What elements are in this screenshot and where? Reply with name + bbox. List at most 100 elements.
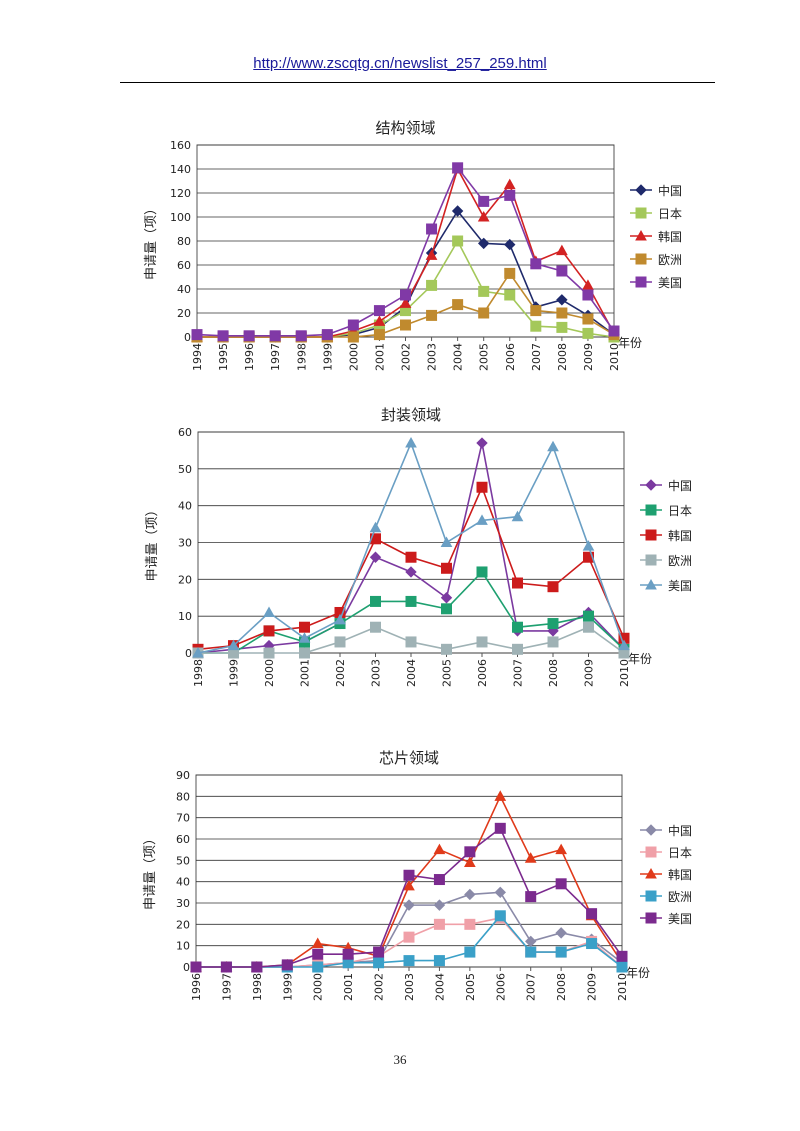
- header-url-link[interactable]: http://www.zscqtg.cn/newslist_257_259.ht…: [0, 55, 800, 72]
- data-point: [477, 567, 487, 577]
- chart-chip-svg: 芯片领域0102030405060708090申请量（项）19961997199…: [0, 745, 800, 1035]
- data-point: [465, 947, 475, 957]
- data-point: [495, 887, 505, 897]
- x-tick-label: 2005: [464, 973, 477, 1001]
- x-tick-label: 2004: [433, 973, 446, 1001]
- legend-label: 韩国: [658, 229, 682, 244]
- data-point: [191, 962, 201, 972]
- data-point: [404, 900, 414, 910]
- y-tick-label: 50: [176, 854, 190, 867]
- data-point: [548, 582, 558, 592]
- data-point: [244, 331, 254, 341]
- data-point: [465, 847, 475, 857]
- x-tick-label: 2007: [530, 343, 543, 371]
- data-point: [526, 947, 536, 957]
- data-point: [557, 266, 567, 276]
- y-tick-label: 10: [176, 940, 190, 953]
- data-point: [404, 870, 414, 880]
- data-point: [406, 596, 416, 606]
- data-point: [557, 295, 567, 305]
- legend-label: 日本: [668, 504, 692, 518]
- y-tick-label: 60: [176, 833, 190, 846]
- y-tick-label: 20: [176, 918, 190, 931]
- data-point: [434, 875, 444, 885]
- legend-label: 中国: [668, 478, 692, 493]
- legend-marker: [646, 505, 656, 515]
- data-point: [477, 438, 487, 448]
- data-point: [548, 637, 558, 647]
- x-tick-label: 1997: [220, 973, 233, 1001]
- data-point: [495, 911, 505, 921]
- data-point: [406, 438, 416, 447]
- data-point: [609, 326, 619, 336]
- data-point: [322, 330, 332, 340]
- data-point: [406, 637, 416, 647]
- series-0: [193, 438, 629, 658]
- chart-title: 结构领域: [375, 119, 435, 137]
- data-point: [264, 648, 274, 658]
- y-tick-label: 60: [178, 426, 192, 439]
- data-point: [513, 644, 523, 654]
- data-point: [401, 290, 411, 300]
- legend-label: 欧洲: [658, 253, 682, 267]
- data-point: [374, 306, 384, 316]
- legend-label: 美国: [668, 912, 692, 926]
- x-tick-label: 2009: [586, 973, 599, 1001]
- legend-label: 美国: [668, 579, 692, 593]
- legend-label: 韩国: [668, 867, 692, 882]
- x-tick-label: 1996: [190, 973, 203, 1001]
- data-point: [505, 268, 515, 278]
- data-point: [531, 259, 541, 269]
- page-number: 36: [0, 1052, 800, 1068]
- x-tick-label: 1997: [269, 343, 282, 371]
- data-point: [270, 331, 280, 341]
- legend-marker: [646, 825, 656, 835]
- x-tick-label: 1999: [228, 659, 241, 687]
- y-tick-label: 40: [178, 500, 192, 513]
- data-point: [584, 611, 594, 621]
- y-tick-label: 30: [178, 537, 192, 550]
- y-tick-label: 120: [170, 187, 191, 200]
- y-tick-label: 60: [177, 259, 191, 272]
- data-point: [526, 892, 536, 902]
- x-tick-label: 2007: [525, 973, 538, 1001]
- y-tick-label: 10: [178, 610, 192, 623]
- legend-marker: [646, 555, 656, 565]
- y-tick-label: 20: [177, 307, 191, 320]
- chart-title: 芯片领域: [379, 749, 439, 767]
- data-point: [434, 919, 444, 929]
- y-tick-label: 80: [176, 790, 190, 803]
- legend-label: 中国: [658, 183, 682, 198]
- data-point: [442, 604, 452, 614]
- data-point: [513, 578, 523, 588]
- data-point: [218, 331, 228, 341]
- data-point: [513, 512, 523, 521]
- legend-label: 欧洲: [668, 554, 692, 568]
- data-point: [453, 163, 463, 173]
- x-tick-label: 2002: [373, 973, 386, 1001]
- data-point: [371, 596, 381, 606]
- chart-title: 封装领域: [381, 406, 441, 424]
- data-point: [513, 622, 523, 632]
- data-point: [335, 637, 345, 647]
- data-point: [343, 949, 353, 959]
- data-point: [434, 900, 444, 910]
- data-point: [374, 947, 384, 957]
- data-point: [252, 962, 262, 972]
- x-tick-label: 1999: [321, 343, 334, 371]
- x-tick-label: 1999: [281, 973, 294, 1001]
- x-tick-label: 2006: [476, 659, 489, 687]
- data-point: [427, 224, 437, 234]
- data-point: [557, 308, 567, 318]
- y-tick-label: 100: [170, 211, 191, 224]
- data-point: [371, 523, 381, 532]
- data-point: [348, 320, 358, 330]
- x-tick-label: 2001: [342, 973, 355, 1001]
- legend-label: 中国: [668, 823, 692, 838]
- x-tick-label: 2004: [452, 343, 465, 371]
- y-axis-label: 申请量（项）: [144, 202, 159, 280]
- data-point: [617, 962, 627, 972]
- data-point: [221, 962, 231, 972]
- data-point: [477, 482, 487, 492]
- data-point: [495, 823, 505, 833]
